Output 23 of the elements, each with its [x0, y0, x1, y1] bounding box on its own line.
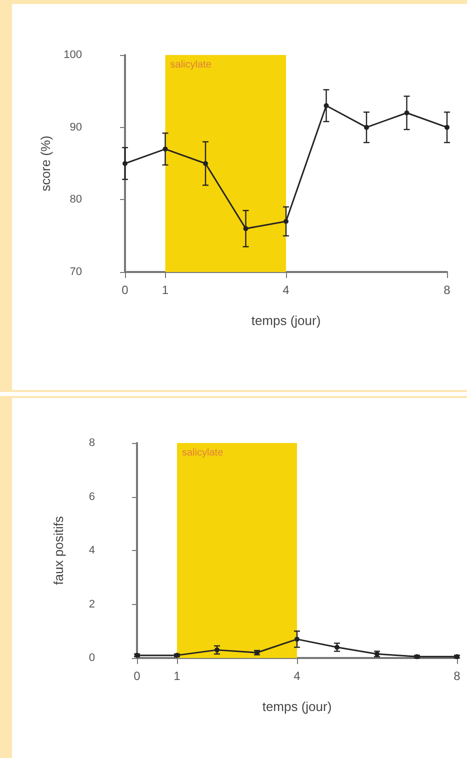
- y-tick-label: 100: [64, 49, 82, 61]
- x-axis-title: temps (jour): [251, 313, 321, 328]
- x-tick-label: 4: [282, 283, 290, 297]
- band-label: salicylate: [182, 448, 224, 458]
- x-tick-label: 0: [134, 669, 141, 683]
- y-tick-label: 2: [88, 598, 95, 610]
- band-label: salicylate: [170, 60, 212, 70]
- x-tick-label: 4: [294, 669, 301, 683]
- y-tick-label: 4: [88, 544, 95, 556]
- x-tick-label: 8: [454, 669, 461, 683]
- y-axis-title: score (%): [38, 136, 53, 192]
- y-tick-label: 80: [70, 194, 82, 206]
- y-tick-label: 70: [70, 266, 82, 278]
- y-tick-label: 0: [88, 652, 95, 664]
- x-tick-label: 8: [444, 283, 451, 297]
- y-tick-label: 90: [70, 121, 82, 134]
- x-tick-label: 1: [162, 283, 169, 297]
- x-tick-label: 0: [122, 283, 129, 297]
- y-tick-label: 8: [88, 437, 95, 449]
- y-axis-title: faux positifs: [51, 516, 66, 585]
- x-axis-title: temps (jour): [262, 699, 332, 714]
- x-tick-label: 1: [174, 669, 181, 683]
- y-tick-label: 6: [88, 490, 95, 503]
